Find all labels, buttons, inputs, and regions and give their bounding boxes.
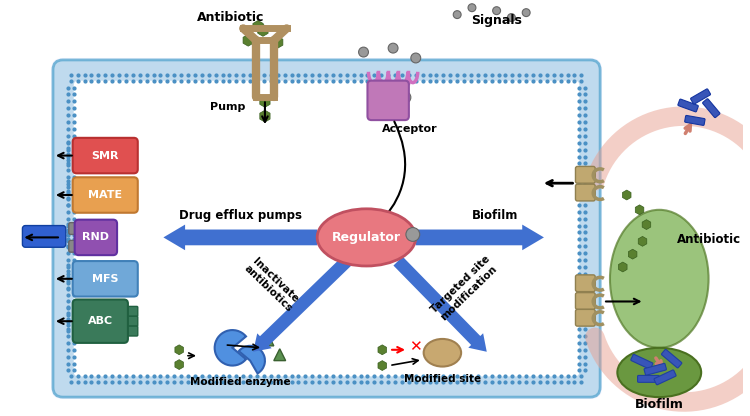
Text: ABC: ABC <box>88 316 112 326</box>
Ellipse shape <box>317 209 416 266</box>
Text: RND: RND <box>82 233 109 243</box>
FancyBboxPatch shape <box>644 363 667 375</box>
Text: Regulator: Regulator <box>332 231 401 244</box>
Polygon shape <box>243 35 254 46</box>
Text: ✕: ✕ <box>410 339 422 354</box>
FancyBboxPatch shape <box>703 99 720 118</box>
Polygon shape <box>260 110 270 122</box>
Ellipse shape <box>617 348 701 397</box>
Polygon shape <box>175 360 184 369</box>
FancyBboxPatch shape <box>631 354 652 369</box>
FancyBboxPatch shape <box>638 375 659 382</box>
Circle shape <box>453 11 461 19</box>
FancyArrow shape <box>394 257 487 352</box>
FancyBboxPatch shape <box>118 316 138 326</box>
Polygon shape <box>642 220 651 230</box>
Text: MATE: MATE <box>88 190 122 200</box>
Polygon shape <box>258 25 268 36</box>
FancyBboxPatch shape <box>22 225 66 247</box>
Polygon shape <box>175 345 184 355</box>
FancyBboxPatch shape <box>118 326 138 336</box>
Text: MFS: MFS <box>92 274 118 284</box>
FancyBboxPatch shape <box>73 300 128 343</box>
Circle shape <box>522 9 530 17</box>
FancyBboxPatch shape <box>118 307 138 316</box>
Polygon shape <box>262 334 274 346</box>
FancyBboxPatch shape <box>685 116 705 125</box>
Circle shape <box>493 7 500 15</box>
FancyArrow shape <box>416 225 544 250</box>
Text: Inactivate
antibiotics: Inactivate antibiotics <box>242 255 302 314</box>
Text: Biofilm: Biofilm <box>472 209 518 222</box>
Circle shape <box>399 92 411 103</box>
FancyBboxPatch shape <box>73 138 138 173</box>
Ellipse shape <box>424 339 461 366</box>
FancyBboxPatch shape <box>368 81 409 120</box>
FancyBboxPatch shape <box>662 349 682 368</box>
Circle shape <box>358 47 368 57</box>
Text: Modified enzyme: Modified enzyme <box>190 377 290 387</box>
Circle shape <box>411 53 421 63</box>
Text: Drug efflux pumps: Drug efflux pumps <box>178 209 302 222</box>
Polygon shape <box>378 361 386 371</box>
Text: Biofilm: Biofilm <box>634 399 684 411</box>
Circle shape <box>468 4 476 12</box>
Text: Targeted site
modification: Targeted site modification <box>430 254 500 324</box>
FancyBboxPatch shape <box>53 60 600 397</box>
FancyBboxPatch shape <box>575 275 596 292</box>
FancyBboxPatch shape <box>678 99 698 112</box>
Text: Signals: Signals <box>471 14 522 27</box>
Polygon shape <box>628 249 637 259</box>
Polygon shape <box>635 205 644 215</box>
Polygon shape <box>274 349 286 361</box>
Circle shape <box>388 43 398 53</box>
FancyBboxPatch shape <box>575 310 596 326</box>
FancyBboxPatch shape <box>73 261 138 297</box>
FancyBboxPatch shape <box>691 89 710 104</box>
Polygon shape <box>273 36 283 48</box>
FancyBboxPatch shape <box>51 58 602 399</box>
Polygon shape <box>260 95 270 107</box>
Text: Antibiotic: Antibiotic <box>196 11 264 24</box>
Polygon shape <box>638 236 646 246</box>
Ellipse shape <box>610 210 709 348</box>
FancyArrow shape <box>253 256 351 352</box>
Polygon shape <box>619 262 627 272</box>
Circle shape <box>406 228 420 241</box>
FancyBboxPatch shape <box>74 81 580 376</box>
Wedge shape <box>214 330 246 366</box>
FancyBboxPatch shape <box>654 370 676 385</box>
Wedge shape <box>238 346 265 374</box>
Text: Acceptor: Acceptor <box>382 124 438 134</box>
FancyBboxPatch shape <box>75 220 117 255</box>
Circle shape <box>508 14 515 22</box>
Text: SMR: SMR <box>92 151 119 161</box>
FancyBboxPatch shape <box>69 223 91 235</box>
FancyBboxPatch shape <box>73 177 138 213</box>
Polygon shape <box>253 20 263 32</box>
FancyBboxPatch shape <box>575 292 596 310</box>
Text: Pump: Pump <box>210 102 245 112</box>
Polygon shape <box>378 345 386 355</box>
Text: Antibiotic: Antibiotic <box>676 233 741 246</box>
Text: Modified site: Modified site <box>404 374 481 384</box>
Polygon shape <box>622 190 631 200</box>
FancyBboxPatch shape <box>69 240 91 252</box>
FancyArrow shape <box>164 225 317 250</box>
FancyBboxPatch shape <box>575 166 596 183</box>
FancyBboxPatch shape <box>575 184 596 201</box>
